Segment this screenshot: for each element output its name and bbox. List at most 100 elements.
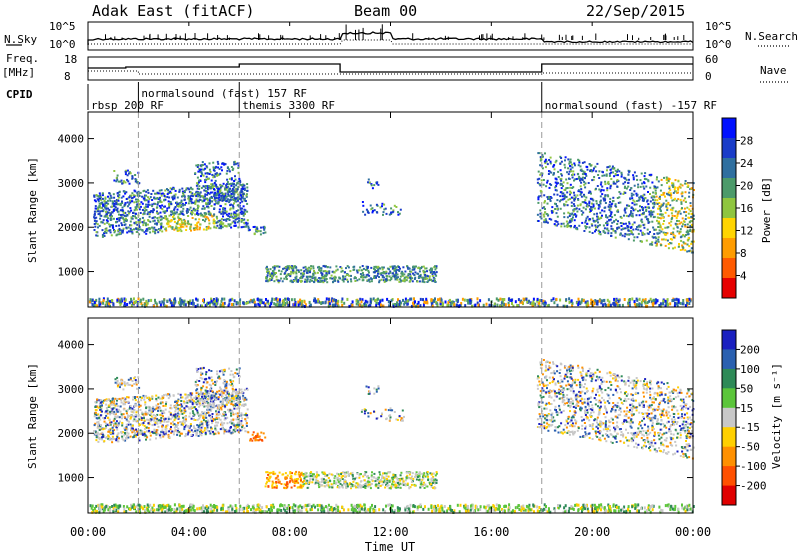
data-cell: [550, 197, 553, 199]
data-cell: [208, 219, 211, 222]
data-cell: [646, 218, 649, 221]
data-cell: [109, 405, 111, 408]
data-cell: [361, 265, 364, 267]
data-cell: [633, 203, 636, 206]
data-cell: [201, 173, 204, 176]
data-cell: [188, 415, 191, 418]
data-cell: [103, 222, 106, 225]
data-cell: [102, 299, 105, 302]
data-cell: [431, 268, 434, 271]
data-cell: [259, 230, 262, 233]
data-cell: [193, 427, 196, 429]
data-cell: [223, 195, 226, 198]
data-cell: [563, 212, 566, 215]
data-cell: [680, 235, 683, 238]
data-cell: [196, 191, 199, 194]
data-cell: [346, 265, 349, 268]
data-cell: [221, 199, 224, 202]
data-cell: [539, 209, 542, 212]
data-cell: [299, 298, 302, 302]
data-cell: [616, 185, 619, 188]
data-cell: [632, 199, 635, 202]
data-cell: [242, 219, 245, 222]
data-cell: [560, 222, 563, 225]
data-cell: [361, 276, 364, 279]
data-cell: [112, 226, 115, 229]
data-cell: [137, 297, 140, 301]
data-cell: [225, 219, 228, 222]
data-cell: [159, 200, 162, 203]
data-cell: [574, 196, 577, 199]
data-cell: [362, 204, 365, 207]
data-cell: [420, 276, 423, 279]
data-cell: [101, 235, 104, 238]
data-cell: [419, 304, 422, 308]
data-cell: [245, 221, 248, 224]
data-cell: [126, 420, 129, 422]
data-cell: [608, 203, 611, 206]
data-cell: [202, 185, 205, 188]
data-cell: [197, 426, 200, 429]
data-cell: [629, 198, 632, 201]
data-cell: [611, 167, 614, 170]
data-cell: [113, 204, 115, 207]
data-cell: [190, 399, 193, 402]
data-cell: [109, 194, 112, 197]
data-cell: [595, 226, 597, 229]
data-cell: [214, 183, 217, 186]
data-cell: [362, 267, 365, 270]
data-cell: [651, 181, 654, 184]
nave-trace: [88, 70, 693, 75]
data-cell: [185, 229, 188, 231]
data-cell: [179, 210, 182, 213]
data-cell: [102, 204, 105, 207]
data-cell: [385, 275, 388, 278]
data-cell: [130, 427, 133, 430]
data-cell: [252, 298, 255, 302]
data-cell: [553, 172, 555, 175]
data-cell: [628, 303, 631, 307]
data-cell: [103, 232, 106, 235]
data-cell: [567, 198, 570, 201]
data-cell: [563, 188, 566, 191]
data-cell: [559, 155, 562, 158]
data-cell: [292, 272, 295, 275]
data-cell: [104, 411, 107, 414]
data-cell: [657, 236, 660, 239]
data-cell: [156, 222, 159, 225]
cpid-program-label: normalsound (fast) -157 RF: [545, 99, 717, 112]
data-cell: [687, 237, 690, 239]
data-cell: [571, 166, 574, 169]
data-cell: [116, 298, 119, 302]
data-cell: [105, 407, 108, 409]
data-cell: [173, 207, 176, 210]
data-cell: [545, 185, 548, 188]
data-cell: [243, 221, 246, 224]
data-cell: [314, 300, 317, 304]
data-cell: [554, 177, 557, 180]
data-cell: [108, 225, 111, 228]
data-cell: [637, 304, 640, 308]
data-cell: [134, 215, 136, 218]
data-cell: [123, 205, 126, 208]
data-cell: [200, 186, 203, 189]
data-cell: [145, 426, 148, 429]
data-cell: [164, 215, 167, 218]
data-cell: [240, 196, 243, 199]
data-cell: [118, 423, 121, 426]
data-cell: [164, 432, 167, 435]
data-cell: [592, 299, 595, 303]
data-cell: [119, 229, 122, 232]
data-cell: [185, 418, 187, 421]
data-cell: [579, 179, 581, 182]
data-cell: [236, 429, 239, 432]
data-cell: [126, 205, 129, 208]
data-cell: [677, 180, 680, 183]
data-cell: [173, 228, 176, 231]
data-cell: [399, 208, 402, 211]
data-cell: [499, 297, 502, 301]
data-cell: [97, 206, 100, 209]
data-cell: [146, 223, 149, 226]
data-cell: [569, 165, 572, 167]
data-cell: [560, 177, 563, 180]
